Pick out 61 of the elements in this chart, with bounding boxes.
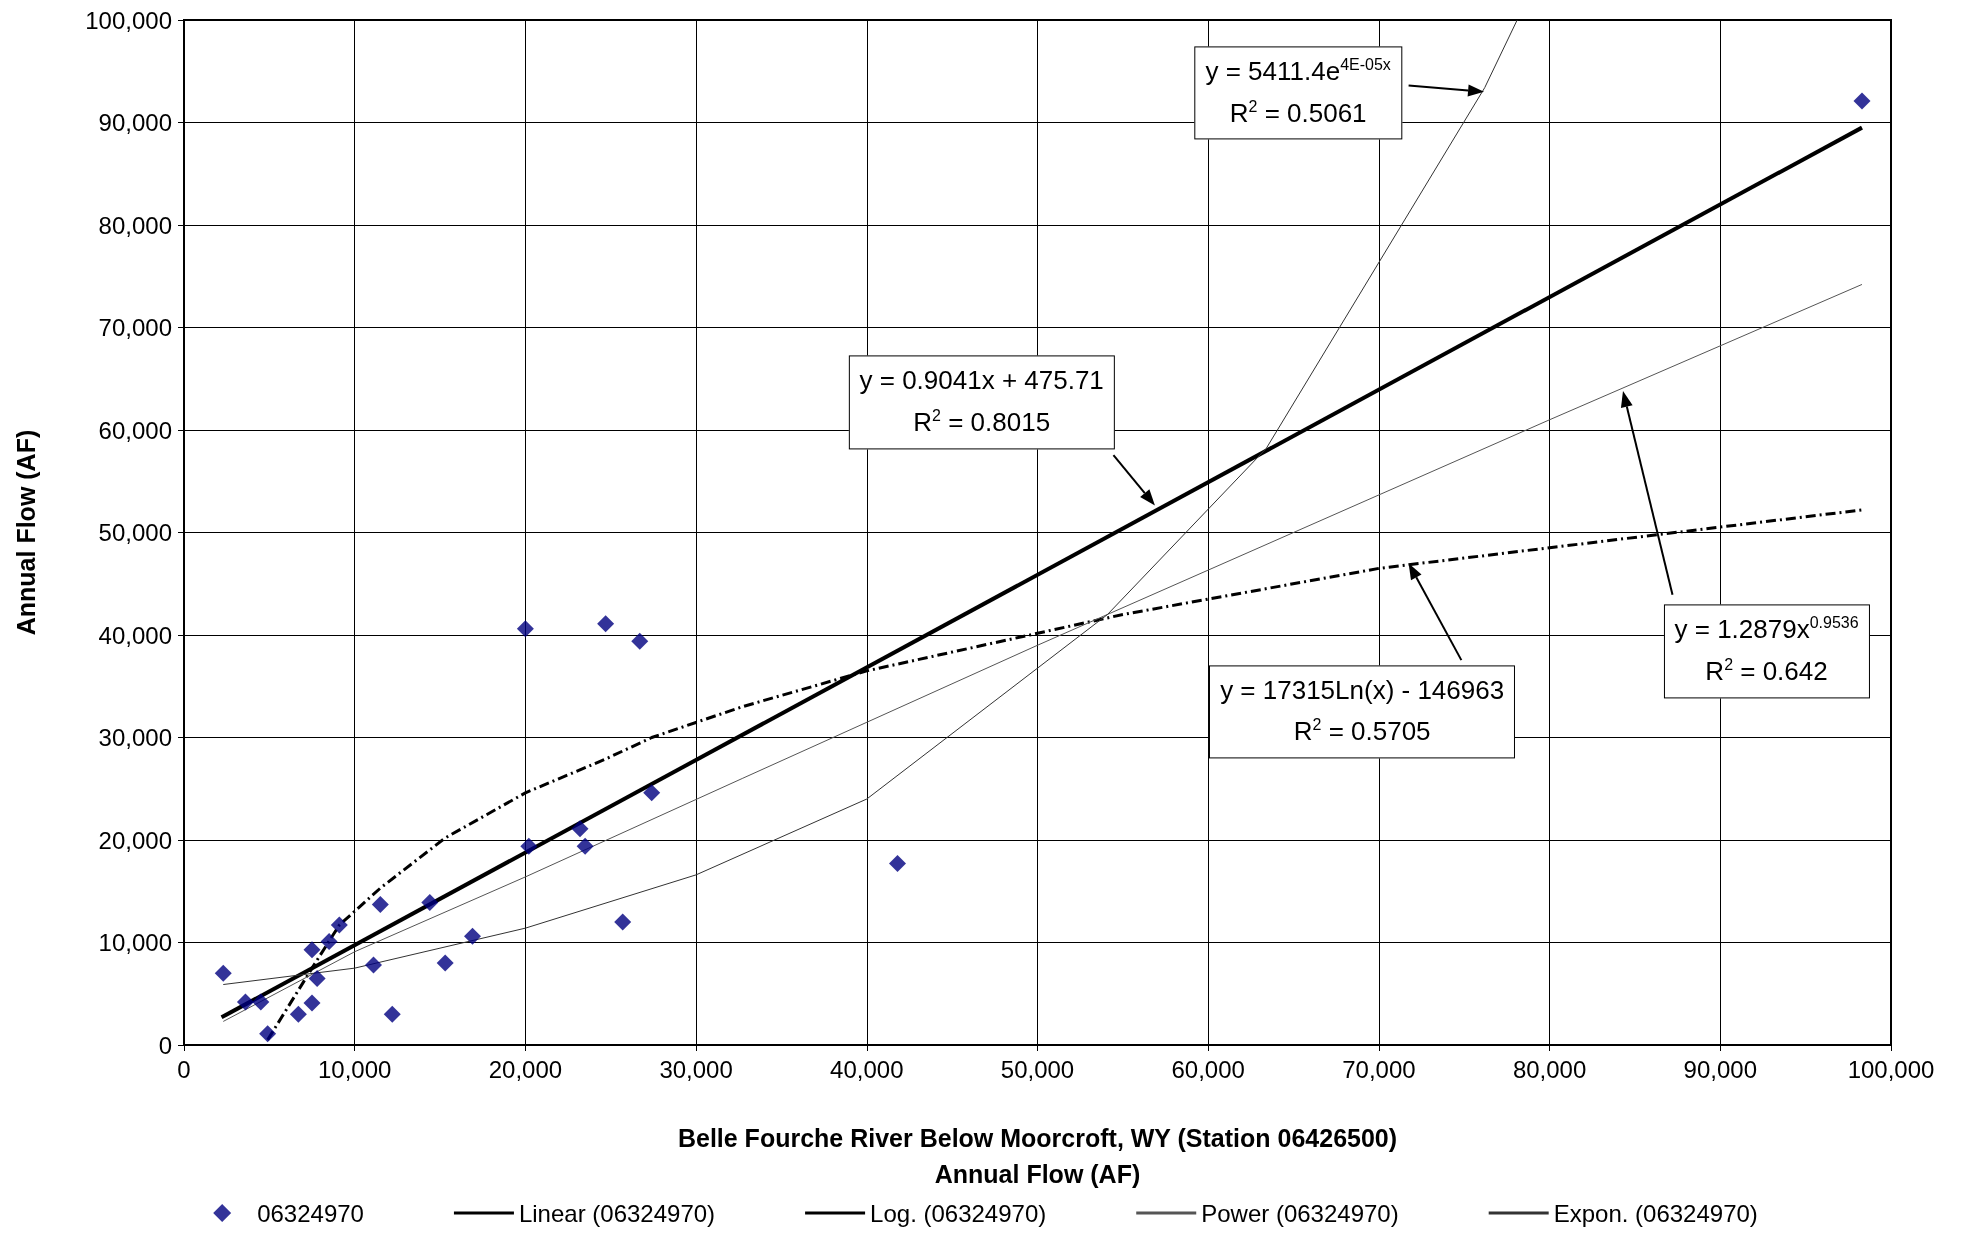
point [252, 993, 270, 1011]
point [303, 941, 321, 959]
point [259, 1025, 277, 1043]
y-axis-title: Annual Flow (AF) [12, 429, 40, 636]
x-tick-label: 100,000 [1847, 1055, 1935, 1083]
point [308, 969, 326, 987]
y-tick-label: 50,000 [98, 519, 172, 546]
point [330, 916, 348, 934]
point [576, 837, 594, 855]
point [520, 837, 538, 855]
legend-label: Expon. (06324970) [1553, 1199, 1758, 1227]
y-tick-label: 100,000 [85, 6, 172, 34]
point [463, 927, 481, 945]
annotation: y = 17315Ln(x) - 146963 R$^{2}$ = 0.5705 [1209, 665, 1516, 759]
point [236, 993, 254, 1011]
annotation: y = 0.9041x + 475.71 R$^{2}$ = 0.8015 [848, 355, 1115, 449]
y-tick-label: 60,000 [98, 416, 172, 444]
legend-label: Log. (06324970) [870, 1199, 1047, 1227]
y-tick-label: 20,000 [98, 826, 172, 854]
x-tick-label: 0 [177, 1055, 191, 1083]
y-tick-label: 40,000 [98, 621, 172, 649]
y-tick-label: 80,000 [98, 211, 172, 239]
x-tick-label: 60,000 [1171, 1055, 1245, 1083]
x-axis-title: Belle Fourche River Below Moorcroft, WY (Station 06426500) Annual Flow (AF) [677, 1124, 1398, 1188]
point [436, 954, 454, 972]
x-tick-label: 20,000 [488, 1055, 563, 1083]
x-tick-label: 10,000 [318, 1055, 392, 1083]
point [421, 894, 439, 912]
point [320, 932, 338, 950]
y-tick-label: 70,000 [98, 314, 172, 341]
point [516, 620, 534, 638]
line-series [222, 19, 1518, 986]
point [214, 964, 232, 982]
point [614, 913, 632, 931]
legend-label: Power (06324970) [1201, 1199, 1399, 1227]
x-tick-label: 30,000 [659, 1055, 733, 1083]
x-tick-label: 90,000 [1683, 1055, 1757, 1083]
point [364, 956, 382, 974]
line-series [222, 283, 1863, 1022]
point [643, 784, 661, 802]
point [889, 855, 907, 873]
x-tick-label: 50,000 [1000, 1055, 1075, 1083]
point [597, 615, 615, 633]
point [371, 896, 389, 914]
point [571, 820, 589, 838]
y-tick-label: 0 [158, 1031, 172, 1059]
y-tick-label: 30,000 [98, 724, 172, 751]
point [383, 1005, 401, 1023]
y-tick-label: 10,000 [98, 929, 172, 956]
point [1853, 92, 1871, 110]
x-tick-label: 80,000 [1512, 1055, 1587, 1083]
x-tick-label: 40,000 [830, 1055, 904, 1083]
x-tick-label: 70,000 [1342, 1055, 1416, 1083]
point [303, 994, 321, 1012]
y-tick-label: 90,000 [98, 109, 172, 136]
text: y = 1.2879x$^{0.9536}$ R$^{2}$ = 0.642 [1674, 614, 1859, 687]
legend-label: Linear (06324970) [518, 1199, 716, 1227]
point [631, 632, 649, 650]
point [289, 1005, 307, 1023]
text: y = 5411.4e$^{4E-05x}$ R$^{2}$ = 0.5061 [1205, 56, 1391, 128]
legend-label: 06324970 [257, 1199, 364, 1227]
